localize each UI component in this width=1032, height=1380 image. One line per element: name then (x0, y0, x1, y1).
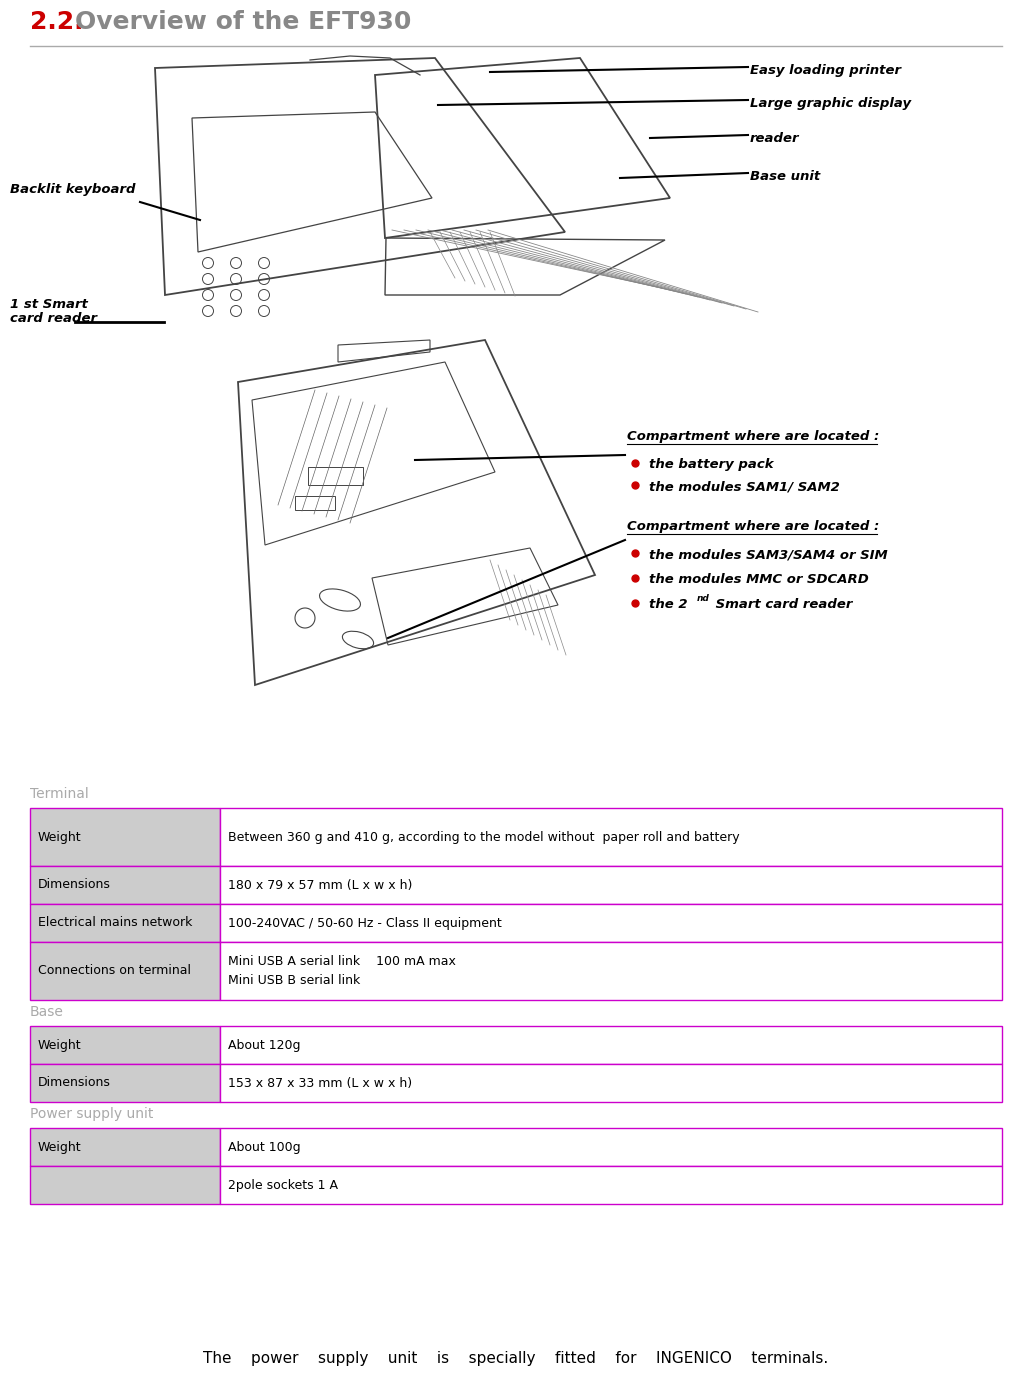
Bar (295, 495, 335, 511)
Text: Electrical mains network: Electrical mains network (38, 916, 192, 930)
Text: Compartment where are located :: Compartment where are located : (627, 520, 879, 533)
Text: reader: reader (750, 132, 800, 145)
Bar (220, 1166, 1002, 1203)
Text: 1 st Smart: 1 st Smart (10, 298, 88, 310)
Bar (30, 1064, 220, 1103)
Bar (220, 943, 1002, 1000)
Bar (30, 1127, 220, 1166)
Bar (30, 943, 220, 1000)
Text: Connections on terminal: Connections on terminal (38, 965, 191, 977)
Text: Large graphic display: Large graphic display (750, 97, 911, 110)
Text: Weight: Weight (38, 1039, 82, 1052)
Text: Dimensions: Dimensions (38, 1076, 110, 1089)
Text: Weight: Weight (38, 831, 82, 843)
Text: card reader: card reader (10, 312, 97, 326)
Text: nd: nd (697, 593, 710, 603)
Text: About 100g: About 100g (228, 1140, 300, 1154)
Bar (30, 1025, 220, 1064)
Text: 100-240VAC / 50-60 Hz - Class II equipment: 100-240VAC / 50-60 Hz - Class II equipme… (228, 916, 502, 930)
Bar (30, 1166, 220, 1203)
Text: Base: Base (30, 1005, 64, 1018)
Text: the 2: the 2 (649, 598, 687, 611)
Text: Terminal: Terminal (30, 787, 89, 800)
Text: 153 x 87 x 33 mm (L x w x h): 153 x 87 x 33 mm (L x w x h) (228, 1076, 412, 1089)
Bar (220, 867, 1002, 904)
Bar (220, 1025, 1002, 1064)
Text: Compartment where are located :: Compartment where are located : (627, 431, 879, 443)
Text: Mini USB B serial link: Mini USB B serial link (228, 974, 360, 987)
Bar (308, 466, 363, 484)
Text: Base unit: Base unit (750, 170, 820, 184)
Bar (220, 904, 1002, 943)
Text: The    power    supply    unit    is    specially    fitted    for    INGENICO  : The power supply unit is specially fitte… (203, 1351, 829, 1365)
Text: the modules SAM3/SAM4 or SIM: the modules SAM3/SAM4 or SIM (649, 548, 888, 562)
Text: 180 x 79 x 57 mm (L x w x h): 180 x 79 x 57 mm (L x w x h) (228, 879, 413, 891)
Bar (30, 867, 220, 904)
Bar (220, 809, 1002, 867)
Text: Easy loading printer: Easy loading printer (750, 63, 901, 77)
Bar (220, 1127, 1002, 1166)
Bar (30, 904, 220, 943)
Text: Mini USB A serial link    100 mA max: Mini USB A serial link 100 mA max (228, 955, 456, 967)
Text: 2pole sockets 1 A: 2pole sockets 1 A (228, 1179, 338, 1191)
Text: About 120g: About 120g (228, 1039, 300, 1052)
Text: Between 360 g and 410 g, according to the model without  paper roll and battery: Between 360 g and 410 g, according to th… (228, 831, 740, 843)
Text: Smart card reader: Smart card reader (711, 598, 852, 611)
Text: the modules MMC or SDCARD: the modules MMC or SDCARD (649, 573, 869, 586)
Text: Dimensions: Dimensions (38, 879, 110, 891)
Text: Overview of the EFT930: Overview of the EFT930 (75, 10, 412, 34)
Text: the modules SAM1/ SAM2: the modules SAM1/ SAM2 (649, 480, 840, 493)
Text: the battery pack: the battery pack (649, 458, 774, 471)
Text: Backlit keyboard: Backlit keyboard (10, 184, 135, 196)
Bar (30, 809, 220, 867)
Text: Weight: Weight (38, 1140, 82, 1154)
Text: Power supply unit: Power supply unit (30, 1107, 154, 1121)
Bar (220, 1064, 1002, 1103)
Text: 2.2.: 2.2. (30, 10, 84, 34)
